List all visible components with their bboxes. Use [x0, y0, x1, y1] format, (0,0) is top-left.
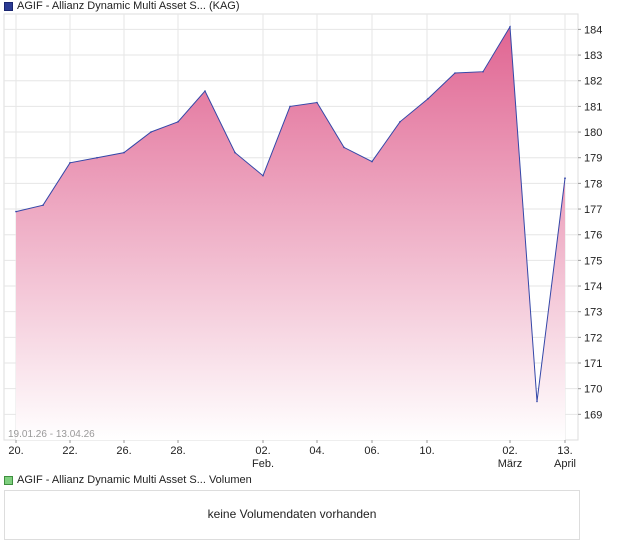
y-tick-label: 179	[584, 153, 602, 165]
date-range-label: 19.01.26 - 13.04.26	[8, 429, 95, 440]
price-point	[536, 400, 538, 403]
x-axis-ticks: 20. 22. 26. 28. 02.Feb.04. 06. 10. 02.März13.Ap…	[8, 440, 576, 470]
price-point	[564, 177, 566, 179]
price-point	[427, 97, 429, 100]
price-legend: AGIF - Allianz Dynamic Multi Asset S... …	[4, 0, 240, 13]
y-tick-label: 176	[584, 230, 602, 242]
price-point	[262, 174, 264, 177]
price-point	[371, 160, 373, 163]
price-legend-label: AGIF - Allianz Dynamic Multi Asset S... …	[17, 0, 240, 12]
price-point	[204, 90, 206, 92]
x-tick-label: 10.	[419, 445, 434, 457]
price-point	[482, 70, 484, 73]
y-tick-label: 180	[584, 127, 602, 139]
data-points	[15, 26, 566, 403]
x-tick-label: 20.	[8, 445, 23, 457]
y-tick-label: 175	[584, 255, 602, 267]
price-point	[316, 101, 318, 104]
y-tick-label: 183	[584, 50, 602, 62]
x-tick-label: 06.	[364, 445, 379, 457]
y-tick-label: 170	[584, 384, 602, 396]
x-tick-label: 13.	[557, 445, 572, 457]
price-point	[289, 105, 291, 108]
y-tick-label: 181	[584, 101, 602, 113]
price-point	[509, 26, 511, 28]
y-tick-label: 172	[584, 332, 602, 344]
volume-legend-label: AGIF - Allianz Dynamic Multi Asset S... …	[17, 474, 252, 486]
y-tick-label: 182	[584, 76, 602, 88]
price-chart: 169 170 171 172 173 174 175 176 177 178 179 180 181 1…	[3, 13, 602, 470]
price-point	[150, 131, 152, 133]
price-point	[399, 121, 401, 123]
x-tick-label: 22.	[62, 445, 77, 457]
volume-legend-swatch	[4, 476, 13, 485]
x-tick-month-label: Feb.	[252, 458, 274, 470]
price-point	[343, 146, 345, 149]
y-tick-label: 184	[584, 24, 602, 36]
price-point	[234, 151, 236, 154]
x-tick-label: 02.	[502, 445, 517, 457]
price-area	[16, 26, 565, 441]
price-point	[454, 72, 456, 74]
y-tick-label: 171	[584, 358, 602, 370]
price-point	[15, 210, 17, 213]
y-tick-label: 174	[584, 281, 602, 293]
price-legend-swatch	[4, 2, 13, 11]
volume-legend: AGIF - Allianz Dynamic Multi Asset S... …	[4, 474, 252, 487]
y-tick-label: 178	[584, 178, 602, 190]
price-point	[123, 151, 125, 154]
price-point	[177, 121, 179, 123]
volume-panel: keine Volumendaten vorhanden	[4, 490, 580, 540]
price-point	[42, 204, 44, 206]
price-point	[69, 162, 71, 164]
y-axis-ticks: 169 170 171 172 173 174 175 176 177 178 179 180 181 1…	[578, 24, 602, 421]
x-tick-month-label: April	[554, 458, 576, 470]
price-point	[96, 156, 98, 159]
x-tick-label: 02.	[255, 445, 270, 457]
x-tick-month-label: März	[498, 458, 522, 470]
y-tick-label: 177	[584, 204, 602, 216]
y-tick-label: 173	[584, 307, 602, 319]
volume-empty-message: keine Volumendaten vorhanden	[207, 507, 377, 521]
x-tick-label: 28.	[170, 445, 185, 457]
y-tick-label: 169	[584, 409, 602, 421]
x-tick-label: 26.	[116, 445, 131, 457]
x-tick-label: 04.	[309, 445, 324, 457]
